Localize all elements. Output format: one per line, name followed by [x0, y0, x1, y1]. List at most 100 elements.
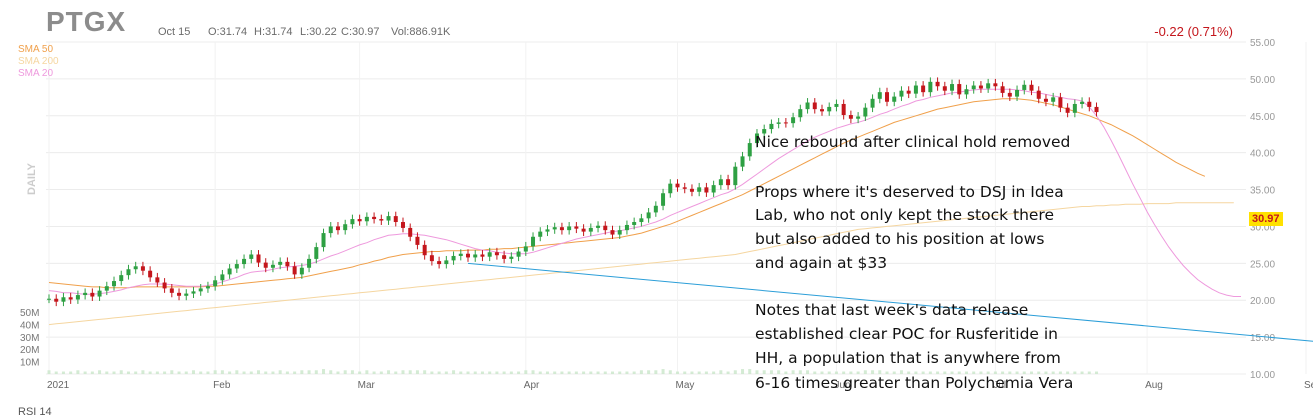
candle-body: [1029, 84, 1034, 91]
annotation-line-3: Lab, who not only kept the stock there: [755, 206, 1054, 224]
volume-bar: [343, 370, 347, 374]
volume-bar: [907, 371, 911, 374]
volume-bar: [155, 371, 159, 374]
candle-body: [314, 247, 319, 259]
volume-bar: [322, 369, 326, 374]
candle-body: [1022, 84, 1027, 90]
volume-bar: [936, 371, 940, 374]
candle-body: [1058, 97, 1063, 108]
volume-bar: [213, 370, 217, 374]
volume-bar: [1058, 371, 1062, 374]
volume-bar: [163, 371, 167, 374]
candle-body: [834, 103, 839, 107]
quote-low: L:30.22: [300, 26, 337, 38]
volume-bar: [553, 371, 557, 374]
candle-body: [978, 85, 983, 89]
volume-tick-label: 30M: [20, 333, 39, 344]
volume-bar: [690, 371, 694, 374]
candle-body: [754, 133, 759, 144]
volume-tick-label: 40M: [20, 320, 39, 331]
candle-body: [54, 298, 59, 302]
candle-body: [639, 218, 644, 223]
volume-bar: [480, 371, 484, 374]
volume-bar: [733, 370, 737, 374]
volume-bar: [206, 371, 210, 374]
volume-bar: [90, 371, 94, 374]
candle-body: [357, 219, 362, 222]
candle-body: [531, 236, 536, 247]
candle-body: [856, 116, 861, 119]
volume-bar: [574, 371, 578, 374]
volume-bar: [1015, 371, 1019, 374]
candle-body: [841, 103, 846, 116]
volume-bar: [105, 371, 109, 374]
volume-bar: [921, 371, 925, 374]
annotation-line-6: Notes that last week's data release: [755, 301, 1029, 319]
volume-bar: [993, 371, 997, 374]
candle-body: [213, 280, 218, 287]
candle-body: [711, 185, 716, 193]
volume-bar: [423, 370, 427, 374]
candle-body: [574, 226, 579, 229]
candle-body: [408, 227, 413, 237]
volume-bar: [849, 371, 853, 374]
legend-sma20[interactable]: SMA 20: [18, 68, 54, 79]
candle-body: [762, 129, 767, 134]
candle-body: [906, 90, 911, 94]
volume-bar: [784, 371, 788, 374]
candle-body: [104, 286, 109, 291]
candle-body: [581, 228, 586, 232]
volume-bar: [437, 371, 441, 374]
y-tick-label: 35.00: [1250, 186, 1275, 197]
candle-body: [451, 255, 456, 261]
candle-body: [646, 212, 651, 219]
legend-sma50[interactable]: SMA 50: [18, 44, 54, 55]
volume-bar: [61, 371, 65, 374]
candle-body: [155, 277, 160, 283]
volume-bar: [358, 371, 362, 374]
candle-body: [220, 274, 225, 281]
volume-bar: [762, 370, 766, 374]
sma50-line: [48, 98, 1206, 289]
volume-bar: [618, 371, 622, 374]
volume-bar: [1095, 371, 1099, 374]
volume-bar: [235, 370, 239, 374]
volume-bar: [365, 370, 369, 374]
candle-body: [393, 216, 398, 223]
volume-bar: [582, 371, 586, 374]
candle-body: [689, 188, 694, 192]
volume-bar: [524, 370, 528, 374]
candle-body: [292, 266, 297, 275]
volume-bar: [755, 370, 759, 374]
candle-body: [169, 288, 174, 293]
volume-bar: [495, 371, 499, 374]
volume-bar: [314, 370, 318, 374]
volume-bar: [83, 371, 87, 374]
volume-bar: [184, 371, 188, 374]
volume-bar: [1029, 371, 1033, 374]
annotation-line-8: HH, a population that is anywhere from: [755, 349, 1061, 367]
last-price-tag: 30.97: [1249, 212, 1283, 226]
candle-body: [162, 282, 167, 289]
candle-body: [552, 227, 557, 230]
volume-bar: [1022, 371, 1026, 374]
candle-body: [502, 255, 507, 259]
y-tick-label: 10.00: [1250, 370, 1275, 381]
candle-body: [126, 269, 131, 276]
candle-body: [899, 90, 904, 97]
candle-body: [545, 229, 550, 232]
candle-body: [444, 260, 449, 265]
candle-body: [90, 292, 95, 297]
volume-bar: [285, 371, 289, 374]
candle-body: [921, 85, 926, 93]
volume-bar: [676, 371, 680, 374]
volume-bar: [387, 370, 391, 374]
volume-bar: [567, 371, 571, 374]
volume-bar: [979, 371, 983, 374]
volume-bar: [329, 370, 333, 374]
candle-body: [350, 219, 355, 225]
legend-sma200[interactable]: SMA 200: [18, 56, 59, 67]
candle-body: [1051, 97, 1056, 102]
candle-body: [68, 297, 73, 300]
